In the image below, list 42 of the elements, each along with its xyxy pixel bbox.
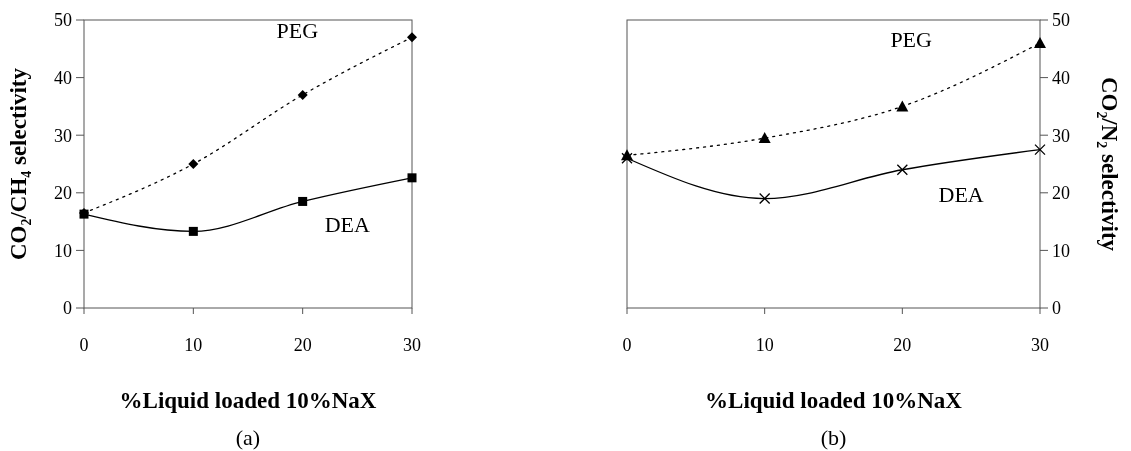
point <box>1034 143 1046 156</box>
text: (b) <box>820 425 847 450</box>
series-label: PEG <box>890 26 933 52</box>
y-tick-label: 0 <box>63 298 72 319</box>
point <box>1034 37 1046 49</box>
text: (a) <box>235 425 261 450</box>
y-tick-label: 10 <box>54 240 72 261</box>
y-tick-label: 20 <box>54 183 72 204</box>
point <box>407 173 417 183</box>
x-axis-title: %Liquid loaded 10%NaX <box>119 388 377 413</box>
series-label: DEA <box>938 181 984 207</box>
x-tick-label: 30 <box>403 335 421 355</box>
x-axis-title: %Liquid loaded 10%NaX <box>705 388 963 413</box>
y-tick-label: 30 <box>54 125 72 146</box>
point <box>407 32 417 43</box>
x-tick-label: 20 <box>293 335 312 355</box>
point <box>188 159 199 169</box>
y-tick-label: 40 <box>54 67 72 88</box>
y2-tick-label: 10 <box>1052 240 1070 261</box>
series-label: DEA <box>324 211 371 237</box>
y-tick-label: 50 <box>54 10 72 31</box>
y-axis-title: CO₂/CH₄ selectivity <box>6 67 31 260</box>
point <box>188 226 198 236</box>
x-tick-label: 0 <box>79 335 89 355</box>
y2-tick-label: 20 <box>1052 183 1070 204</box>
series-label: PEG <box>276 18 319 44</box>
x-tick-label: 30 <box>1031 335 1049 355</box>
x-tick-label: 10 <box>184 335 203 355</box>
y2-tick-label: 50 <box>1052 10 1070 31</box>
point <box>896 164 908 176</box>
x-tick-label: 10 <box>755 335 774 355</box>
y2-tick-label: 40 <box>1052 67 1070 88</box>
x-tick-label: 0 <box>622 335 632 355</box>
point <box>297 89 308 100</box>
point <box>758 132 771 144</box>
y2-axis-title: CO₂/N₂ selectivity <box>1097 76 1122 252</box>
y2-tick-label: 30 <box>1052 125 1070 146</box>
point <box>896 100 909 112</box>
point <box>759 192 771 205</box>
x-tick-label: 20 <box>893 335 912 355</box>
y2-tick-label: 0 <box>1052 298 1061 319</box>
point <box>298 196 308 206</box>
